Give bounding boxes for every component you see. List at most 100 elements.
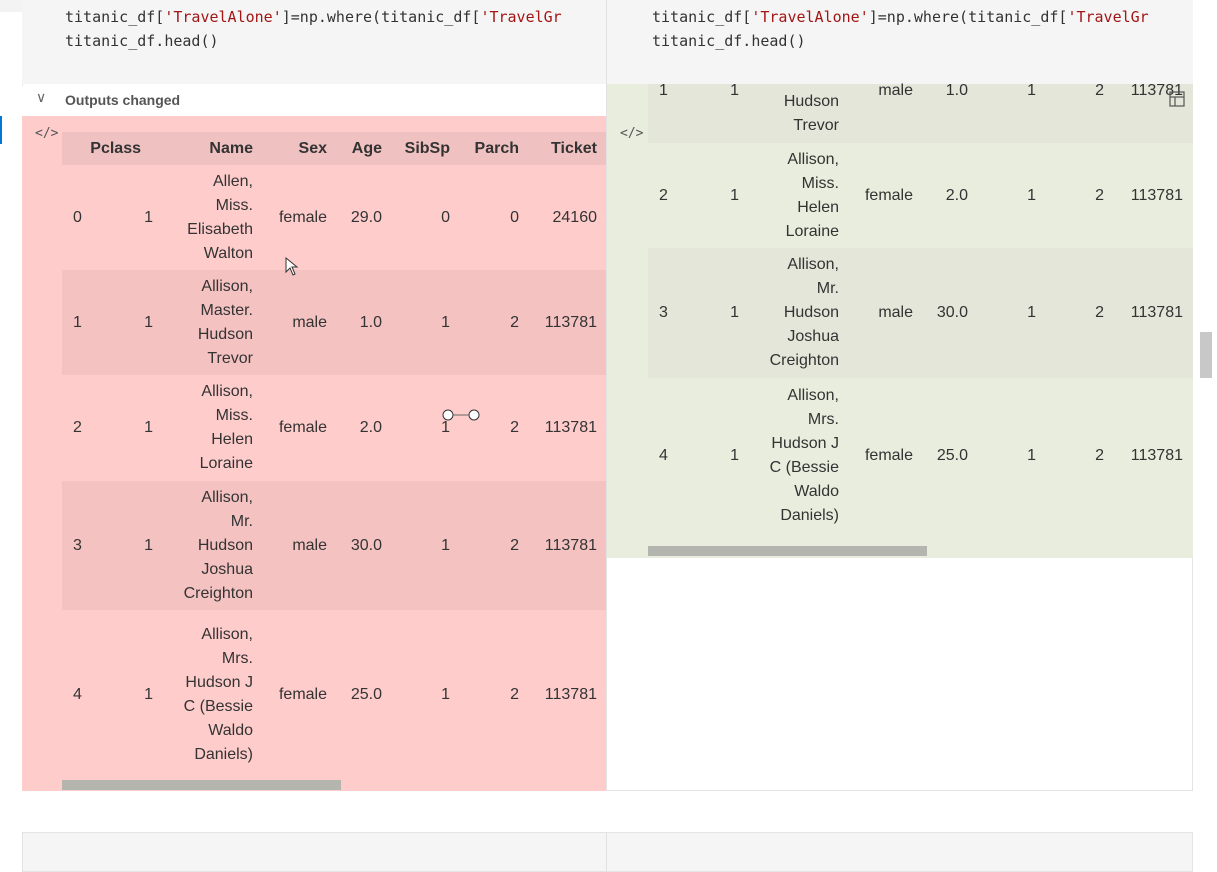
cell-age: 2.0 — [359, 419, 382, 436]
cell-age: 25.0 — [350, 686, 382, 703]
cell-name-line: Creighton — [183, 584, 253, 602]
table-row — [648, 378, 1193, 533]
cell-pclass: 1 — [730, 82, 739, 99]
cell-name: Allison, Master. Hudson Trevor — [198, 275, 253, 371]
cell-name: Allison, Mr. Hudson Joshua Creighton — [184, 486, 253, 606]
cell-name-line: Allison, — [787, 150, 839, 168]
table-row — [62, 481, 606, 610]
cell-name-line: Joshua — [201, 560, 253, 578]
column-header-sex: Sex — [298, 140, 327, 157]
outputs-changed-header[interactable]: ∨ Outputs changed — [22, 86, 606, 116]
cell-name-line: Hudson — [783, 93, 839, 110]
cell-sex: male — [292, 313, 327, 331]
cell-age: 2.0 — [945, 186, 968, 204]
cell-name-line: Joshua — [787, 328, 839, 345]
cell-sibsp: 1 — [441, 419, 450, 436]
diff-divider — [606, 0, 607, 791]
cell-name-line: Mrs. — [807, 410, 839, 428]
cell-name-line: Allison, — [201, 277, 253, 295]
cell-name: Allison, Miss. Helen Loraine — [786, 148, 839, 244]
cell-sibsp: 1 — [1027, 82, 1036, 99]
cell-sibsp: 1 — [1027, 186, 1036, 204]
cell-name: Allison, Mrs. Hudson J C (Bessie Waldo Daniel… — [770, 384, 839, 528]
cell-sex: male — [878, 82, 913, 99]
chevron-down-icon[interactable]: ∨ — [36, 89, 47, 105]
table-row — [648, 143, 1193, 248]
cell-pclass: 1 — [144, 313, 153, 331]
code-icon[interactable]: </> — [620, 126, 644, 141]
horizontal-scrollbar-left[interactable] — [62, 780, 341, 790]
cell-parch: 2 — [1095, 186, 1104, 204]
cell-name-line: Helen — [211, 431, 253, 448]
cell-name-line: C (Bessie — [769, 458, 839, 476]
code-editor-right[interactable]: titanic_df['TravelAlone']=np.where(titan… — [607, 0, 1193, 84]
cell-pclass: 1 — [144, 208, 153, 226]
cell-ticket: 113781 — [544, 686, 597, 703]
cell-sibsp: 1 — [1027, 304, 1036, 321]
table-row — [62, 610, 606, 780]
page-scrollbar[interactable] — [1200, 332, 1212, 378]
cell-age: 29.0 — [350, 208, 382, 226]
cell-ticket: 24160 — [552, 208, 598, 226]
cell-ticket: 113781 — [544, 313, 597, 331]
row-index: 4 — [659, 446, 668, 464]
table-row — [62, 375, 606, 481]
cell-name: Hudson Trevor — [784, 90, 839, 138]
cell-sex: male — [292, 536, 327, 554]
row-index: 3 — [73, 536, 82, 554]
cell-name-line: Daniels) — [780, 506, 839, 524]
code-editor-left[interactable]: titanic_df['TravelAlone']=np.where(titan… — [22, 0, 606, 84]
cell-age: 1.0 — [359, 313, 382, 331]
cell-ticket: 113781 — [544, 419, 597, 436]
cell-name-line: Loraine — [785, 222, 839, 240]
cell-name-line: Elisabeth — [187, 220, 253, 238]
cell-sex: female — [864, 186, 913, 204]
cell-name-line: Hudson — [783, 304, 839, 321]
expand-output-icon[interactable] — [1166, 88, 1188, 110]
cell-name-line: Trevor — [793, 117, 839, 134]
cell-pclass: 1 — [730, 186, 739, 204]
cell-name-line: Walton — [203, 244, 253, 262]
cell-sex: male — [878, 304, 913, 321]
cell-name: Allison, Mr. Hudson Joshua Creighton — [770, 253, 839, 373]
code-line-2: titanic_df.head() — [65, 32, 219, 50]
top-scroll-area — [0, 0, 22, 12]
row-index: 3 — [659, 304, 668, 321]
outputs-changed-label: Outputs changed — [65, 92, 181, 108]
horizontal-scrollbar-right[interactable] — [648, 546, 927, 556]
code-icon[interactable]: </> — [35, 126, 59, 141]
cell-name-line: Waldo — [208, 722, 253, 739]
cell-name-line: Master. — [200, 301, 253, 319]
code-line-1: titanic_df['TravelAlone']=np.where(titan… — [652, 8, 1149, 26]
cell-sibsp: 1 — [1027, 446, 1036, 464]
row-index: 4 — [73, 686, 82, 703]
row-index: 2 — [73, 419, 82, 436]
cell-parch: 2 — [1095, 446, 1104, 464]
cell-name-line: Mr. — [816, 280, 839, 297]
cell-parch: 2 — [510, 536, 519, 554]
cell-name-line: Allison, — [201, 626, 253, 643]
cell-age: 25.0 — [936, 446, 968, 464]
cell-name: Allison, Mrs. Hudson J C (Bessie Waldo Daniel… — [184, 623, 253, 767]
column-header-sibsp: SibSp — [404, 140, 450, 157]
row-index: 0 — [73, 208, 82, 226]
cell-parch: 2 — [510, 419, 519, 436]
cell-name-line: Miss. — [801, 174, 839, 192]
cell-name-line: Allison, — [787, 386, 839, 404]
column-header-pclass: Pclass — [90, 140, 141, 157]
code-line-1: titanic_df['TravelAlone']=np.where(titan… — [65, 8, 562, 26]
cell-sex: female — [278, 686, 327, 703]
drag-indicator-icon — [442, 408, 484, 429]
row-index: 1 — [659, 82, 668, 99]
cell-sibsp: 1 — [441, 686, 450, 703]
mouse-cursor-icon — [285, 256, 299, 282]
cell-age: 1.0 — [945, 82, 968, 99]
cell-name-line: Mr. — [230, 512, 253, 530]
cell-name-line: Allison, — [787, 256, 839, 273]
cell-name-line: Hudson — [197, 325, 253, 343]
cell-name: Allison, Miss. Helen Loraine — [200, 380, 253, 476]
cell-sex: female — [864, 446, 913, 464]
cell-name-line: Miss. — [215, 407, 253, 424]
column-header-name: Name — [209, 140, 253, 157]
next-notebook-cell[interactable] — [22, 832, 1193, 872]
